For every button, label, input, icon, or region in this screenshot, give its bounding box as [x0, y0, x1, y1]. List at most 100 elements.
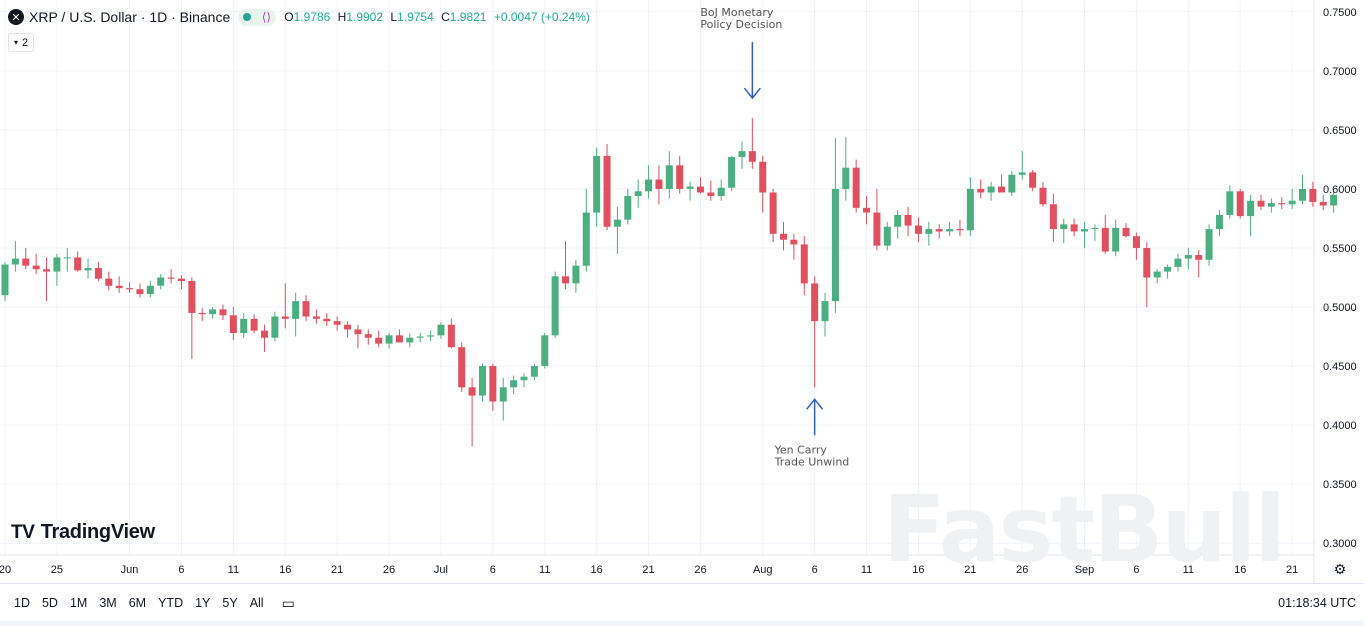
- candle: [1101, 214, 1109, 254]
- candle-body: [177, 278, 185, 282]
- candle-body: [240, 318, 248, 333]
- candle-body: [188, 281, 196, 313]
- candle-body: [904, 214, 912, 226]
- candle: [219, 304, 227, 321]
- status-pill[interactable]: ⟨⟩: [238, 8, 277, 26]
- candle-body: [842, 167, 850, 189]
- x-tick-label: 11: [228, 564, 239, 576]
- candle-body: [229, 315, 237, 333]
- candle: [655, 165, 663, 205]
- candle-body: [333, 321, 341, 325]
- indicator-count: 2: [22, 36, 29, 49]
- candle-body: [1153, 271, 1161, 278]
- symbol-title[interactable]: XRP / U.S. Dollar · 1D · Binance: [29, 9, 231, 25]
- candle-body: [1309, 188, 1317, 202]
- candle-body: [790, 239, 798, 245]
- ohlc-readout: O1.9786 H1.9902 L1.9754 C1.9821 +0.0047 …: [284, 10, 590, 24]
- candle: [447, 318, 455, 349]
- candle: [344, 321, 352, 338]
- range-ytd-button[interactable]: YTD: [158, 596, 184, 610]
- x-tick-label: 21: [331, 564, 343, 576]
- ohlc-close: 1.9821: [449, 10, 487, 24]
- candle-body: [63, 257, 71, 259]
- range-1d-button[interactable]: 1D: [14, 596, 30, 610]
- candle-body: [302, 301, 310, 317]
- candle-body: [354, 329, 362, 335]
- candle: [105, 271, 113, 291]
- tradingview-logo[interactable]: TV TradingView: [11, 521, 155, 544]
- price-chart[interactable]: 0.3000 0.3500 0.4000 0.4500 0.5000 0.5500 0.60…: [0, 0, 1364, 583]
- range-1y-button[interactable]: 1Y: [195, 596, 211, 610]
- time-axis[interactable]: 20 25 Jun 6 11 16 21 26 Jul 6 11 16 21 26 Aug 6 11 16 21 26…: [0, 564, 1298, 576]
- x-tick-label: 20: [0, 564, 11, 576]
- candle: [800, 236, 808, 296]
- candle: [956, 219, 964, 237]
- x-tick-label: 11: [1183, 564, 1194, 576]
- candle-body: [665, 165, 673, 189]
- candle-series: [1, 118, 1338, 447]
- candle: [1309, 181, 1317, 207]
- candle: [1247, 194, 1255, 237]
- candle-body: [209, 309, 217, 315]
- candle: [271, 311, 279, 342]
- candle: [645, 165, 653, 199]
- candle-body: [593, 155, 601, 213]
- candle: [11, 240, 19, 272]
- range-all-button[interactable]: All: [249, 596, 264, 610]
- calendar-icon[interactable]: ▭: [281, 594, 295, 611]
- range-5d-button[interactable]: 5D: [41, 596, 58, 610]
- range-6m-button[interactable]: 6M: [128, 596, 147, 610]
- candle: [1018, 151, 1026, 180]
- candle-body: [925, 229, 933, 234]
- range-5y-button[interactable]: 5Y: [222, 596, 238, 610]
- candle-body: [292, 301, 300, 319]
- range-3m-button[interactable]: 3M: [99, 596, 117, 610]
- candle: [1049, 193, 1057, 243]
- candle-body: [364, 334, 372, 338]
- candle: [281, 283, 289, 329]
- x-tick-label: 6: [178, 564, 184, 576]
- candle: [748, 118, 756, 169]
- candle-body: [1091, 227, 1099, 230]
- candle: [883, 222, 891, 251]
- candle: [863, 196, 871, 225]
- candle: [364, 329, 372, 345]
- candle: [323, 312, 331, 326]
- candle-body: [914, 225, 922, 234]
- candle-body: [1132, 236, 1140, 248]
- candle: [946, 222, 954, 237]
- candle-body: [530, 366, 538, 377]
- candle: [977, 179, 985, 199]
- candle-body: [84, 268, 92, 271]
- candle-body: [603, 155, 611, 227]
- candle-body: [1267, 203, 1275, 207]
- candle-body: [1029, 172, 1037, 188]
- candle: [1122, 223, 1130, 238]
- range-1m-button[interactable]: 1M: [69, 596, 88, 610]
- y-tick-label: 0.5000: [1323, 302, 1357, 314]
- candle-body: [1164, 266, 1172, 272]
- candle-body: [1018, 172, 1026, 175]
- x-tick-label: 21: [642, 564, 654, 576]
- candle: [1267, 198, 1275, 213]
- price-axis[interactable]: 0.3000 0.3500 0.4000 0.4500 0.5000 0.5500 0.60…: [1323, 7, 1357, 550]
- candle-body: [115, 285, 123, 289]
- candle-body: [780, 233, 787, 240]
- settings-icon[interactable]: ⚙: [1333, 560, 1347, 577]
- candle-body: [250, 318, 258, 331]
- candle: [1153, 269, 1161, 284]
- candle-body: [510, 380, 518, 388]
- candle-body: [157, 277, 165, 286]
- y-tick-label: 0.7000: [1323, 66, 1357, 78]
- candle: [1008, 171, 1016, 197]
- candle: [333, 316, 341, 331]
- candle: [582, 188, 590, 272]
- candle: [1, 262, 9, 302]
- utc-clock[interactable]: 01:18:34 UTC: [1278, 596, 1356, 610]
- candle-body: [105, 278, 113, 286]
- candle-body: [1143, 247, 1151, 278]
- x-tick-label: 16: [912, 564, 924, 576]
- indicator-count-badge[interactable]: ▾ 2: [8, 33, 35, 52]
- candle-body: [136, 289, 144, 295]
- candle-body: [769, 192, 777, 234]
